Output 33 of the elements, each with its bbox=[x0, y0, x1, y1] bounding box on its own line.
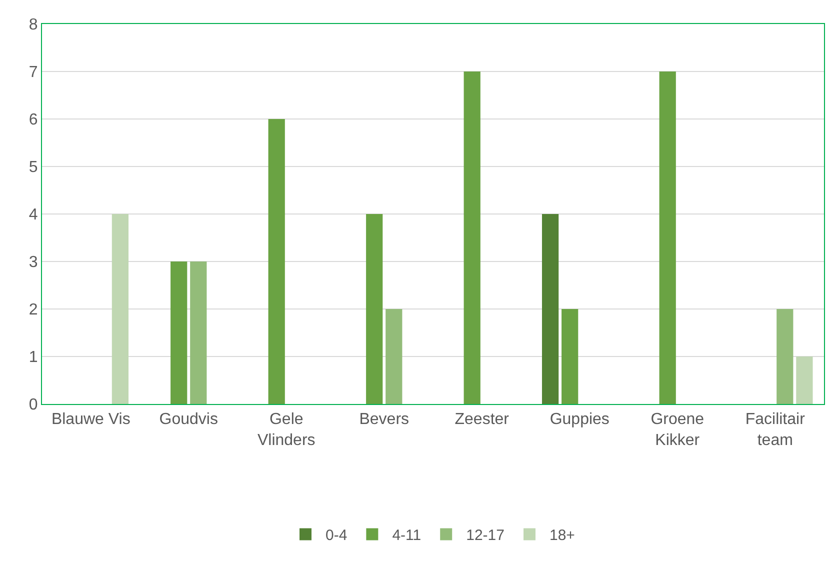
legend-label: 0-4 bbox=[326, 527, 348, 544]
y-tick-label: 1 bbox=[28, 349, 38, 366]
legend-label: 18+ bbox=[549, 527, 576, 544]
bar bbox=[366, 214, 383, 404]
y-tick-label: 2 bbox=[28, 302, 38, 319]
y-tick-label: 0 bbox=[28, 396, 38, 414]
bar bbox=[268, 119, 285, 404]
y-tick-label: 4 bbox=[28, 206, 38, 224]
legend-label: 4-11 bbox=[392, 527, 422, 544]
y-tick-label: 3 bbox=[28, 254, 38, 272]
bar bbox=[464, 72, 480, 404]
x-tick-label: Zeester bbox=[454, 411, 510, 428]
x-tick-label: Gele Vlinders bbox=[257, 411, 316, 449]
bar bbox=[542, 214, 559, 404]
x-tick-label: Goudvis bbox=[159, 411, 218, 428]
bar bbox=[776, 309, 794, 404]
x-tick-label: Groene Kikker bbox=[650, 411, 704, 449]
y-tick-label: 8 bbox=[28, 16, 38, 34]
x-tick-label: Blauwe Vis bbox=[51, 411, 130, 428]
bar bbox=[659, 72, 676, 404]
bar bbox=[562, 309, 578, 404]
bar bbox=[112, 214, 129, 404]
x-tick-label: Facilitair team bbox=[745, 411, 806, 449]
bar bbox=[170, 262, 188, 404]
bar bbox=[386, 309, 402, 404]
bar bbox=[190, 262, 207, 404]
x-tick-label: Bevers bbox=[359, 411, 410, 428]
x-tick-label: Guppies bbox=[550, 411, 610, 428]
y-tick-label: 6 bbox=[28, 112, 38, 129]
legend-label: 12-17 bbox=[466, 527, 504, 544]
bar bbox=[796, 356, 813, 404]
y-tick-label: 5 bbox=[28, 159, 38, 176]
y-tick-label: 7 bbox=[28, 64, 38, 82]
